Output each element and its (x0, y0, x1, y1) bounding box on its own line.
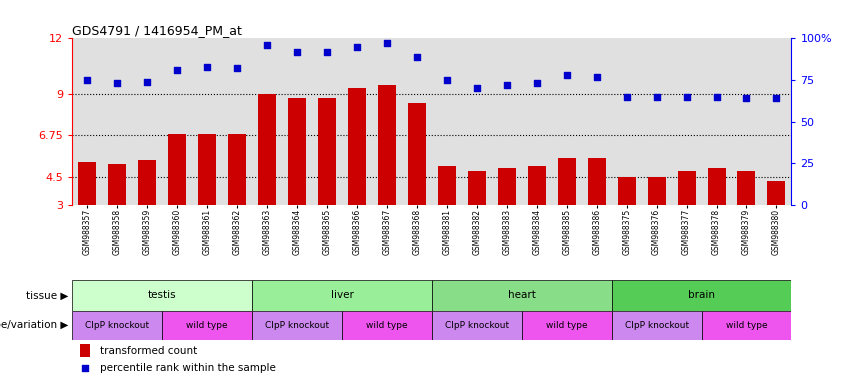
Bar (342, 311, 431, 340)
Text: ClpP knockout: ClpP knockout (445, 321, 509, 330)
Point (81, 77, 94, 83)
Bar (431, 311, 522, 340)
Point (231, 65, 244, 71)
Text: wild type: wild type (366, 321, 408, 330)
Bar (468, 171, 486, 205)
Point (680, 94, 694, 100)
Point (111, 80, 124, 86)
Point (530, 80, 544, 86)
Point (410, 54, 424, 60)
Bar (528, 166, 545, 205)
Bar (258, 94, 276, 205)
Point (350, 44, 363, 50)
Text: wild type: wild type (545, 321, 587, 330)
Text: wild type: wild type (726, 321, 768, 330)
Bar (378, 84, 396, 205)
Text: GDS4791 / 1416954_PM_at: GDS4791 / 1416954_PM_at (72, 24, 243, 37)
Bar (522, 311, 612, 340)
Text: ClpP knockout: ClpP knockout (265, 321, 329, 330)
Text: ClpP knockout: ClpP knockout (85, 321, 149, 330)
Bar (612, 311, 701, 340)
Bar (108, 164, 126, 205)
Bar (288, 98, 306, 205)
Point (140, 79, 154, 85)
Bar (318, 98, 336, 205)
Text: heart: heart (508, 290, 536, 300)
Point (380, 40, 394, 46)
Bar (618, 177, 636, 205)
Point (470, 85, 483, 91)
Bar (228, 134, 246, 205)
Point (560, 72, 574, 78)
Text: percentile rank within the sample: percentile rank within the sample (100, 363, 276, 373)
Bar (78, 162, 96, 205)
Text: wild type: wild type (186, 321, 228, 330)
Text: liver: liver (330, 290, 353, 300)
Point (620, 94, 633, 100)
Bar (252, 311, 342, 340)
Bar (707, 168, 726, 205)
Point (710, 94, 723, 100)
Text: testis: testis (148, 290, 176, 300)
Bar (348, 88, 366, 205)
Text: ClpP knockout: ClpP knockout (625, 321, 688, 330)
Point (590, 74, 603, 80)
Bar (768, 180, 785, 205)
Bar (408, 103, 426, 205)
Text: transformed count: transformed count (100, 346, 197, 356)
Bar (677, 171, 695, 205)
Bar (431, 280, 612, 311)
Point (500, 82, 514, 88)
Bar (72, 311, 163, 340)
Bar (648, 177, 665, 205)
Bar (163, 311, 252, 340)
Bar (588, 159, 606, 205)
Bar (498, 168, 516, 205)
Text: brain: brain (688, 290, 715, 300)
Point (78, 365, 92, 371)
Bar (701, 311, 791, 340)
Bar (72, 280, 252, 311)
Point (290, 49, 304, 55)
Point (170, 67, 184, 73)
Point (440, 77, 454, 83)
Point (650, 94, 664, 100)
Text: genotype/variation ▶: genotype/variation ▶ (0, 320, 68, 331)
Text: tissue ▶: tissue ▶ (26, 290, 68, 300)
Bar (168, 134, 186, 205)
Bar (438, 166, 456, 205)
Point (260, 42, 274, 48)
Point (769, 95, 783, 101)
Point (320, 49, 334, 55)
Bar (612, 280, 791, 311)
Bar (738, 171, 756, 205)
Bar (252, 280, 431, 311)
Bar (557, 159, 575, 205)
Bar (198, 134, 216, 205)
Bar (138, 161, 157, 205)
Bar (79, 344, 90, 358)
Point (740, 95, 753, 101)
Point (200, 64, 214, 70)
